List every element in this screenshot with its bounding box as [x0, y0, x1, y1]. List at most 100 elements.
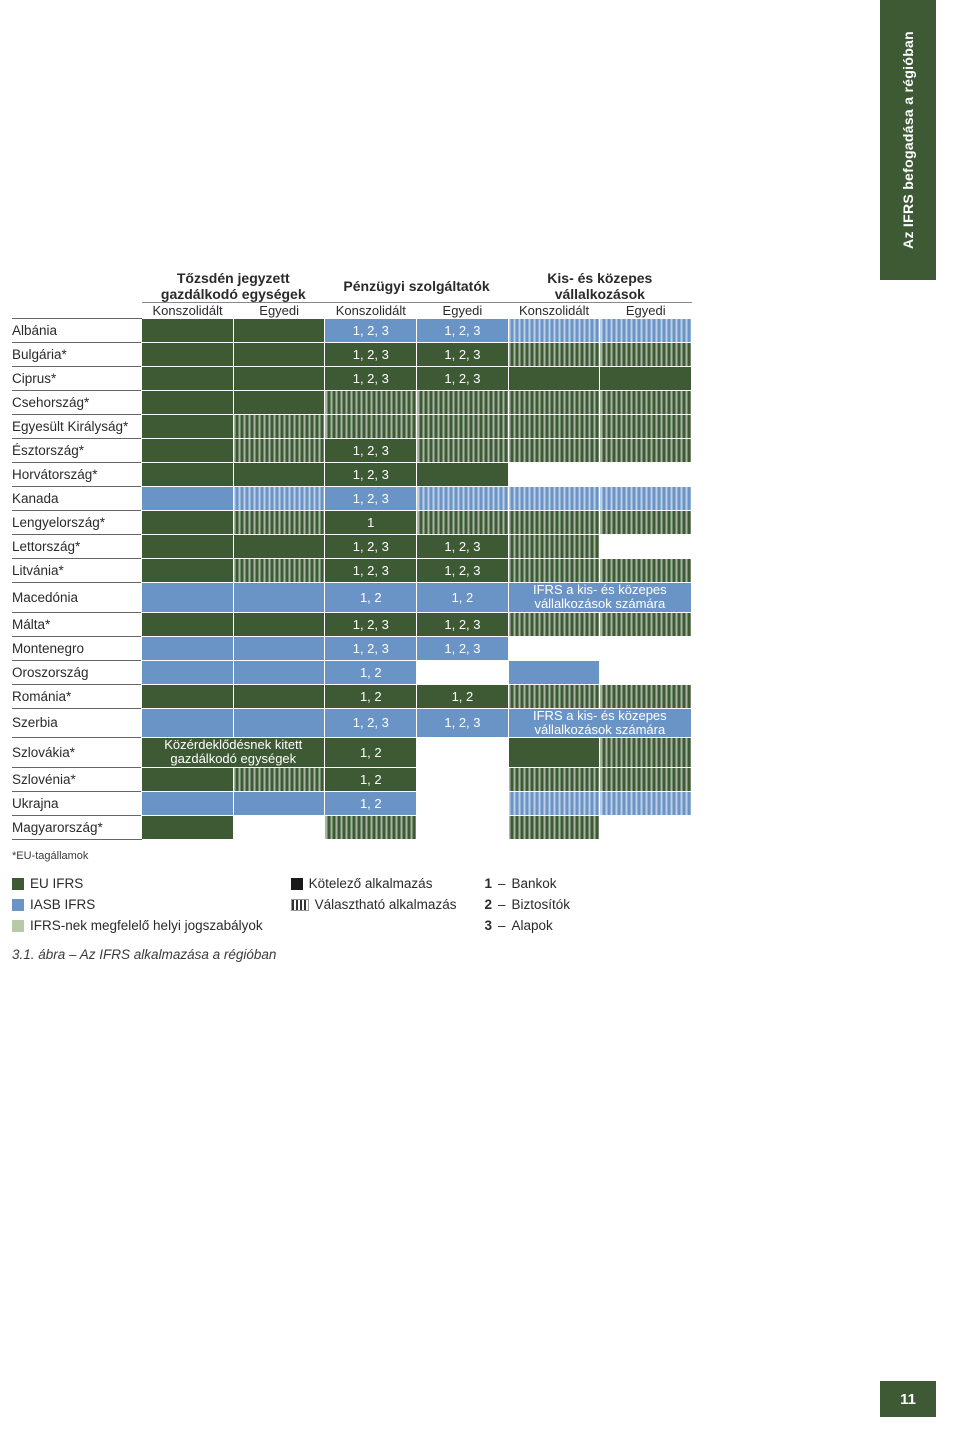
- country-name: Lengyelország*: [12, 511, 142, 535]
- table-cell: [142, 463, 234, 487]
- table-cell: 1, 2, 3: [325, 708, 417, 738]
- table-cell: [600, 612, 692, 636]
- table-row: Litvánia* 1, 2, 31, 2, 3: [12, 559, 692, 583]
- table-cell: 1, 2, 3: [325, 636, 417, 660]
- table-cell: 1, 2, 3: [417, 343, 508, 367]
- subhdr-3: Konszolidált: [325, 303, 417, 319]
- table-cell: [417, 767, 508, 791]
- table-cell: [142, 535, 234, 559]
- table-cell: [142, 343, 234, 367]
- table-cell: [508, 612, 600, 636]
- table-row: Észtország*1, 2, 3: [12, 439, 692, 463]
- table-cell: 1, 2, 3: [417, 559, 508, 583]
- table-cell: [233, 791, 324, 815]
- table-cell: [508, 559, 600, 583]
- table-cell: 1, 2, 3: [325, 535, 417, 559]
- table-cell: [508, 767, 600, 791]
- table-cell: [233, 319, 324, 343]
- table-cell: 1, 2: [325, 738, 417, 768]
- table-cell: [142, 684, 234, 708]
- table-cell: [508, 343, 600, 367]
- legend-item: 2 – Biztosítók: [484, 897, 570, 912]
- table-cell: [508, 415, 600, 439]
- ifrs-table: Tőzsdén jegyzett gazdálkodó egységek Pén…: [12, 270, 692, 840]
- table-cell: [233, 511, 324, 535]
- table-cell: 1, 2: [417, 583, 508, 613]
- table-cell: [142, 636, 234, 660]
- table-cell: 1, 2, 3: [325, 487, 417, 511]
- table-cell: 1, 2, 3: [417, 319, 508, 343]
- country-name: Csehország*: [12, 391, 142, 415]
- legend-col-2: Kötelező alkalmazás Választható alkalmaz…: [291, 876, 457, 933]
- legend-item: 3 – Alapok: [484, 918, 570, 933]
- table-cell: [233, 708, 324, 738]
- table-cell: [233, 684, 324, 708]
- table-cell: 1, 2, 3: [417, 708, 508, 738]
- table-cell: 1, 2, 3: [325, 559, 417, 583]
- country-name: Albánia: [12, 319, 142, 343]
- table-cell: [600, 660, 692, 684]
- legend-key: 1: [484, 876, 492, 891]
- table-cell: [508, 738, 600, 768]
- table-row: Szerbia1, 2, 31, 2, 3IFRS a kis- és köze…: [12, 708, 692, 738]
- legend-key: 3: [484, 918, 492, 933]
- table-cell: [142, 391, 234, 415]
- table-cell: [600, 511, 692, 535]
- table-cell: [600, 815, 692, 839]
- table-cell: [233, 559, 324, 583]
- table-row: Albánia1, 2, 31, 2, 3: [12, 319, 692, 343]
- country-name: Szlovákia*: [12, 738, 142, 768]
- hdr-group-1: Tőzsdén jegyzett gazdálkodó egységek: [142, 270, 325, 303]
- table-row: Kanada 1, 2, 3: [12, 487, 692, 511]
- table-cell: 1, 2, 3: [325, 439, 417, 463]
- table-cell: [508, 511, 600, 535]
- header-row-sub: Konszolidált Egyedi Konszolidált Egyedi …: [12, 303, 692, 319]
- country-name: Szlovénia*: [12, 767, 142, 791]
- country-name: Litvánia*: [12, 559, 142, 583]
- table-cell: 1, 2: [325, 660, 417, 684]
- table-cell: [233, 487, 324, 511]
- country-name: Horvátország*: [12, 463, 142, 487]
- country-name: Szerbia: [12, 708, 142, 738]
- country-name: Kanada: [12, 487, 142, 511]
- table-cell: [600, 463, 692, 487]
- table-cell: [233, 636, 324, 660]
- country-name: Montenegro: [12, 636, 142, 660]
- hdr-group-3: Kis- és közepes vállalkozások: [508, 270, 691, 303]
- section-tab: Az IFRS befogadása a régióban: [880, 0, 936, 280]
- table-row: Horvátország*1, 2, 3: [12, 463, 692, 487]
- country-name: Románia*: [12, 684, 142, 708]
- country-name: Macedónia: [12, 583, 142, 613]
- table-row: Szlovákia*Közérdeklődésnek kitett gazdál…: [12, 738, 692, 768]
- swatch-light: [12, 920, 24, 932]
- legend-label: Kötelező alkalmazás: [309, 876, 433, 891]
- table-cell: [600, 439, 692, 463]
- table-cell: [233, 391, 324, 415]
- table-cell: [325, 391, 417, 415]
- table-cell: [600, 791, 692, 815]
- table-cell: [600, 684, 692, 708]
- table-cell: IFRS a kis- és közepes vállalkozások szá…: [508, 708, 691, 738]
- swatch-black: [291, 878, 303, 890]
- country-name: Magyarország*: [12, 815, 142, 839]
- table-row: Lengyelország*1: [12, 511, 692, 535]
- table-row: Lettország*1, 2, 31, 2, 3: [12, 535, 692, 559]
- legend-label: IASB IFRS: [30, 897, 95, 912]
- table-cell: 1, 2, 3: [325, 367, 417, 391]
- table-row: Egyesült Királyság*: [12, 415, 692, 439]
- table-cell: [508, 815, 600, 839]
- hdr-group-2: Pénzügyi szolgáltatók: [325, 270, 508, 303]
- country-name: Bulgária*: [12, 343, 142, 367]
- table-cell: [417, 391, 508, 415]
- table-cell: [600, 535, 692, 559]
- table-cell: [508, 660, 600, 684]
- legend: EU IFRS IASB IFRS IFRS-nek megfelelő hel…: [12, 876, 692, 933]
- table-cell: Közérdeklődésnek kitett gazdálkodó egysé…: [142, 738, 325, 768]
- country-name: Ukrajna: [12, 791, 142, 815]
- figure-caption: 3.1. ábra – Az IFRS alkalmazása a régiób…: [12, 947, 692, 962]
- page-number: 11: [880, 1381, 936, 1417]
- table-cell: [417, 487, 508, 511]
- table-cell: [600, 767, 692, 791]
- table-cell: [142, 439, 234, 463]
- table-cell: 1, 2, 3: [325, 612, 417, 636]
